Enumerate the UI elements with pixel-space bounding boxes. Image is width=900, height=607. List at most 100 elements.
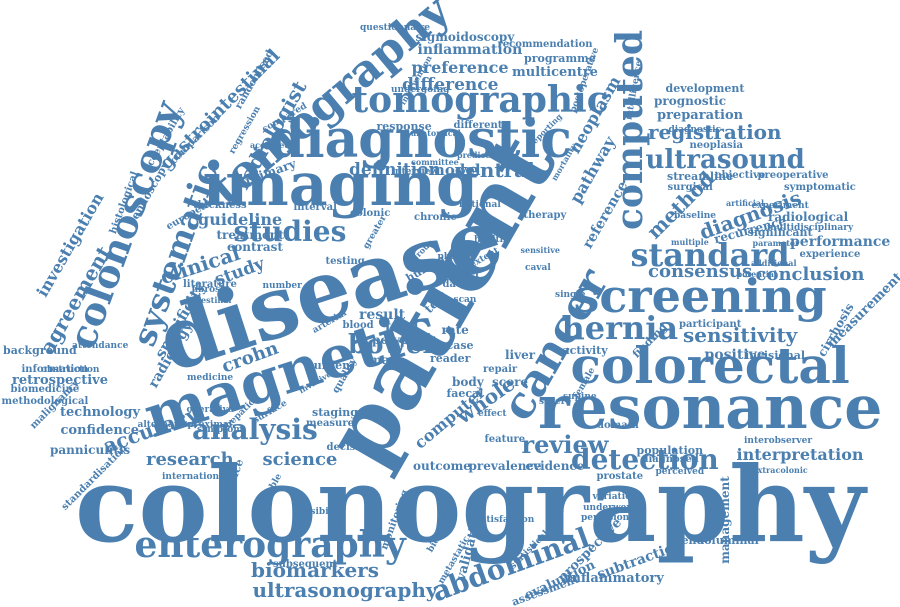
word-trial: trial <box>385 319 419 335</box>
word-participant: participant <box>679 319 742 330</box>
word-diagnosed: diagnosed <box>641 454 699 465</box>
word-screening: screening <box>573 269 827 323</box>
word-ultrasound: ultrasound <box>645 145 805 175</box>
word-additional: additional <box>751 258 797 268</box>
word-scan: scan <box>453 294 477 305</box>
word-confidence: confidence <box>60 422 140 438</box>
word-prevalence: prevalence <box>468 459 542 473</box>
word-sensitive: sensitive <box>520 245 560 255</box>
word-interval: interval <box>293 202 337 213</box>
word-contrast: contrast <box>227 240 283 254</box>
word-baseline: baseline <box>674 210 717 221</box>
word-guideline: guideline <box>198 210 283 229</box>
word-treatment: treatment <box>216 228 284 242</box>
word-diagnostic: diagnostic <box>668 124 722 135</box>
word-colonography: colonography <box>75 443 866 566</box>
word-symptomatic: symptomatic <box>784 182 856 193</box>
word-thickness: thickness <box>193 200 247 211</box>
word-symptom: symptom <box>197 424 243 435</box>
word-biomarkers: biomarkers <box>251 558 379 582</box>
word-feasibility: feasibility <box>295 506 345 517</box>
word-severe: severe <box>539 396 572 407</box>
word-experiment: experiment <box>751 200 809 211</box>
word-perfusion: perfusion <box>581 512 630 523</box>
word-colorectal: colorectal <box>570 336 850 395</box>
word-conclusion: conclusion <box>755 264 865 285</box>
word-single: single <box>555 289 586 300</box>
word-model: model <box>429 160 481 179</box>
word-health: health <box>474 234 507 245</box>
word-analysis: analysis <box>192 413 318 446</box>
word-preference: preference <box>411 58 509 77</box>
word-prediction: prediction <box>457 150 504 160</box>
word-development: development <box>665 81 745 95</box>
word-response: response <box>376 119 432 133</box>
word-lower: lower <box>449 269 481 280</box>
word-faecal: faecal <box>446 386 484 400</box>
word-programme: programme <box>524 51 596 65</box>
word-imaging: imaging <box>202 150 478 220</box>
word-staging: staging <box>312 405 358 419</box>
word-subsequent: subsequent <box>273 559 338 570</box>
word-questionnaire: questionnaire <box>360 22 431 33</box>
word-population: population <box>636 443 704 457</box>
word-neoplasia: neoplasia <box>689 140 743 151</box>
word-burden: burden <box>306 358 351 372</box>
word-obstruction: obstruction <box>41 364 100 375</box>
word-liver: liver <box>505 348 536 362</box>
word-multiple: multiple <box>671 237 709 247</box>
word-background: background <box>3 343 77 357</box>
word-prostate: prostate <box>596 471 644 482</box>
word-detection: detection <box>571 443 719 476</box>
word-ventral: ventral <box>455 158 535 182</box>
word-chronic: chronic <box>414 212 457 223</box>
word-extracolonic: extracolonic <box>752 465 808 475</box>
word-rate: rate <box>441 323 469 337</box>
word-underwent: underwent <box>583 502 638 513</box>
word-hernia: hernia <box>561 309 679 347</box>
word-therapy: therapy <box>523 210 567 221</box>
word-science: science <box>262 449 338 470</box>
word-phase: phase <box>437 251 467 262</box>
word-number: number <box>262 280 302 291</box>
word-objective: objective <box>715 170 766 181</box>
word-satisfaction: satisfaction <box>475 514 535 525</box>
word-multicentre: multicentre <box>512 64 598 80</box>
word-ultrasonography: ultrasonography <box>252 578 438 602</box>
word-reader: reader <box>430 351 471 365</box>
word-parameter: parameter <box>752 238 800 248</box>
word-studies: studies <box>233 215 347 248</box>
word-resonance: resonance <box>538 373 883 443</box>
word-measure: measure <box>306 418 354 429</box>
word-radiological: radiological <box>768 210 849 224</box>
word-preparation: preparation <box>657 107 744 123</box>
word-supine: supine <box>563 391 597 402</box>
word-methodological: methodological <box>1 396 89 407</box>
word-bowel: bowel <box>348 330 433 360</box>
word-management: management <box>717 476 732 564</box>
word-streamline: streamline <box>667 169 734 183</box>
word-enterography: enterography <box>134 524 406 566</box>
word-perceived: perceived <box>655 466 705 477</box>
word-positive: positive <box>704 347 766 363</box>
word-technology: technology <box>60 404 141 420</box>
word-alternative: alternative <box>137 419 193 430</box>
word-definition: definition <box>349 159 441 180</box>
word-blood: blood <box>342 320 374 331</box>
word-domain: domain <box>597 420 639 431</box>
word-image: image <box>364 353 406 367</box>
word-evidence: evidence <box>525 459 585 473</box>
word-data: data <box>442 279 468 290</box>
word-difference: difference <box>402 74 499 95</box>
word-attendance: attendance <box>72 340 129 351</box>
word-standard: standard <box>630 236 790 274</box>
word-incisional: incisional <box>745 348 806 362</box>
word-testing: testing <box>325 256 365 267</box>
word-anatomical: anatomical <box>411 128 461 138</box>
word-sensitivity: sensitivity <box>683 323 798 347</box>
word-proximal: proximal <box>187 419 233 430</box>
word-interobserver: interobserver <box>744 435 813 446</box>
word-performance: performance <box>790 234 891 250</box>
word-interview: interview <box>391 166 439 177</box>
word-preoperative: preoperative <box>757 170 829 181</box>
